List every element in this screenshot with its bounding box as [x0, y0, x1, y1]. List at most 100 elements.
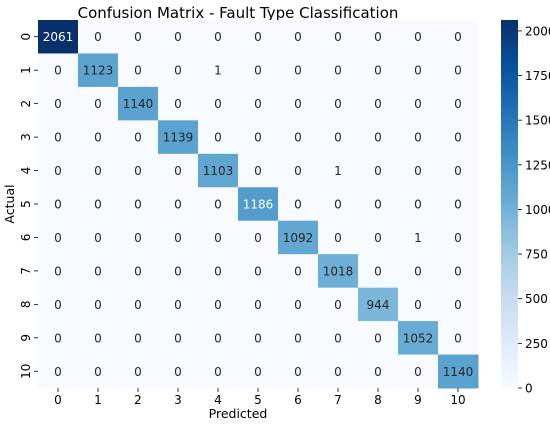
- heatmap-cell: [158, 354, 199, 389]
- cell-value-label: 0: [374, 97, 382, 111]
- heatmap-cell: [278, 153, 319, 188]
- heatmap-cell: [238, 120, 279, 155]
- heatmap-cell: [198, 187, 239, 222]
- heatmap-cell: [158, 120, 199, 155]
- heatmap-cell: [198, 321, 239, 356]
- y-tick-label: 4: [19, 167, 33, 175]
- cell-value-label: 0: [254, 64, 262, 78]
- cell-value-label: 0: [374, 264, 382, 278]
- heatmap-cell: [118, 220, 159, 255]
- cell-value-label: 0: [174, 365, 182, 379]
- cell-value-label: 1139: [163, 131, 194, 145]
- cell-value-label: 0: [334, 331, 342, 345]
- heatmap-cell: [198, 20, 239, 54]
- heatmap-cell: [158, 86, 199, 121]
- heatmap-cell: [438, 254, 479, 289]
- heatmap-cell: [358, 354, 399, 389]
- cell-value-label: 0: [134, 30, 142, 44]
- cell-value-label: 0: [294, 298, 302, 312]
- heatmap-cell: [78, 354, 119, 389]
- heatmap-cell: [398, 53, 439, 88]
- heatmap-cell: [78, 220, 119, 255]
- cell-value-label: 0: [54, 264, 62, 278]
- heatmap-cell: [278, 254, 319, 289]
- cell-value-label: 0: [414, 131, 422, 145]
- heatmap-cell: [438, 354, 479, 389]
- cell-value-label: 0: [94, 331, 102, 345]
- heatmap-cell: [398, 287, 439, 322]
- cell-value-label: 0: [334, 30, 342, 44]
- cell-value-label: 0: [94, 164, 102, 178]
- cell-value-label: 1186: [243, 198, 274, 212]
- cell-value-label: 0: [54, 298, 62, 312]
- x-tick-label: 7: [334, 393, 342, 407]
- cell-value-label: 0: [254, 97, 262, 111]
- y-tick-label: 5: [19, 200, 33, 208]
- cell-value-label: 0: [334, 365, 342, 379]
- heatmap-cell: [318, 220, 359, 255]
- heatmap-cell: [318, 153, 359, 188]
- heatmap-cell: [318, 354, 359, 389]
- cell-value-label: 0: [454, 298, 462, 312]
- cell-value-label: 0: [374, 164, 382, 178]
- heatmap-cell: [398, 120, 439, 155]
- heatmap-cell: [438, 287, 479, 322]
- y-tick-label: 0: [19, 33, 33, 41]
- heatmap-cell: [358, 153, 399, 188]
- heatmap-cell: [118, 153, 159, 188]
- x-tick-label: 6: [294, 393, 302, 407]
- heatmap-cell: [238, 220, 279, 255]
- cell-value-label: 0: [134, 231, 142, 245]
- heatmap-cell: [78, 86, 119, 121]
- cell-value-label: 0: [174, 64, 182, 78]
- cell-value-label: 0: [414, 264, 422, 278]
- cell-value-label: 0: [334, 97, 342, 111]
- heatmap-cell: [318, 120, 359, 155]
- cell-value-label: 0: [254, 298, 262, 312]
- heatmap-cell: [38, 220, 79, 255]
- y-tick-label: 1: [19, 66, 33, 74]
- x-tick-label: 3: [174, 393, 182, 407]
- cell-value-label: 0: [94, 264, 102, 278]
- heatmap-cell: [158, 220, 199, 255]
- heatmap-cell: [438, 86, 479, 121]
- heatmap-cell: [198, 153, 239, 188]
- heatmap-cell: [358, 20, 399, 54]
- heatmap-cell: [358, 53, 399, 88]
- y-tick-label: 8: [19, 301, 33, 309]
- cell-value-label: 0: [334, 231, 342, 245]
- heatmap-cell: [278, 120, 319, 155]
- cell-value-label: 0: [214, 30, 222, 44]
- heatmap-cell: [398, 20, 439, 54]
- cell-labels: 2061 0 0 0 0 0 0 0 0 0 0 0 1123 0 0 1 0 0 0 0 0 0 0 0 1140 0 0 0 0 0 0…: [43, 30, 474, 379]
- cell-value-label: 0: [254, 365, 262, 379]
- heatmap-cell: [438, 20, 479, 54]
- cell-value-label: 0: [134, 264, 142, 278]
- x-tick-label: 1: [94, 393, 102, 407]
- cell-value-label: 0: [174, 231, 182, 245]
- y-tick-label: 9: [19, 334, 33, 342]
- heatmap-cell: [318, 20, 359, 54]
- cell-value-label: 0: [334, 298, 342, 312]
- heatmap-cell: [118, 287, 159, 322]
- cell-value-label: 0: [134, 198, 142, 212]
- heatmap-cell: [238, 321, 279, 356]
- heatmap-cell: [118, 120, 159, 155]
- cell-value-label: 0: [294, 64, 302, 78]
- cell-value-label: 0: [174, 331, 182, 345]
- heatmap-cell: [238, 187, 279, 222]
- heatmap-cell: [358, 254, 399, 289]
- heatmap-cell: [238, 354, 279, 389]
- cell-value-label: 0: [254, 164, 262, 178]
- heatmap-cell: [398, 187, 439, 222]
- heatmap-cell: [198, 120, 239, 155]
- heatmap-cell: [118, 321, 159, 356]
- heatmap-cell: [78, 287, 119, 322]
- cell-value-label: 0: [94, 365, 102, 379]
- heatmap-cell: [438, 120, 479, 155]
- cell-value-label: 0: [414, 298, 422, 312]
- heatmap-cell: [278, 220, 319, 255]
- cell-value-label: 0: [134, 331, 142, 345]
- cell-value-label: 0: [134, 64, 142, 78]
- heatmap-cell: [38, 321, 79, 356]
